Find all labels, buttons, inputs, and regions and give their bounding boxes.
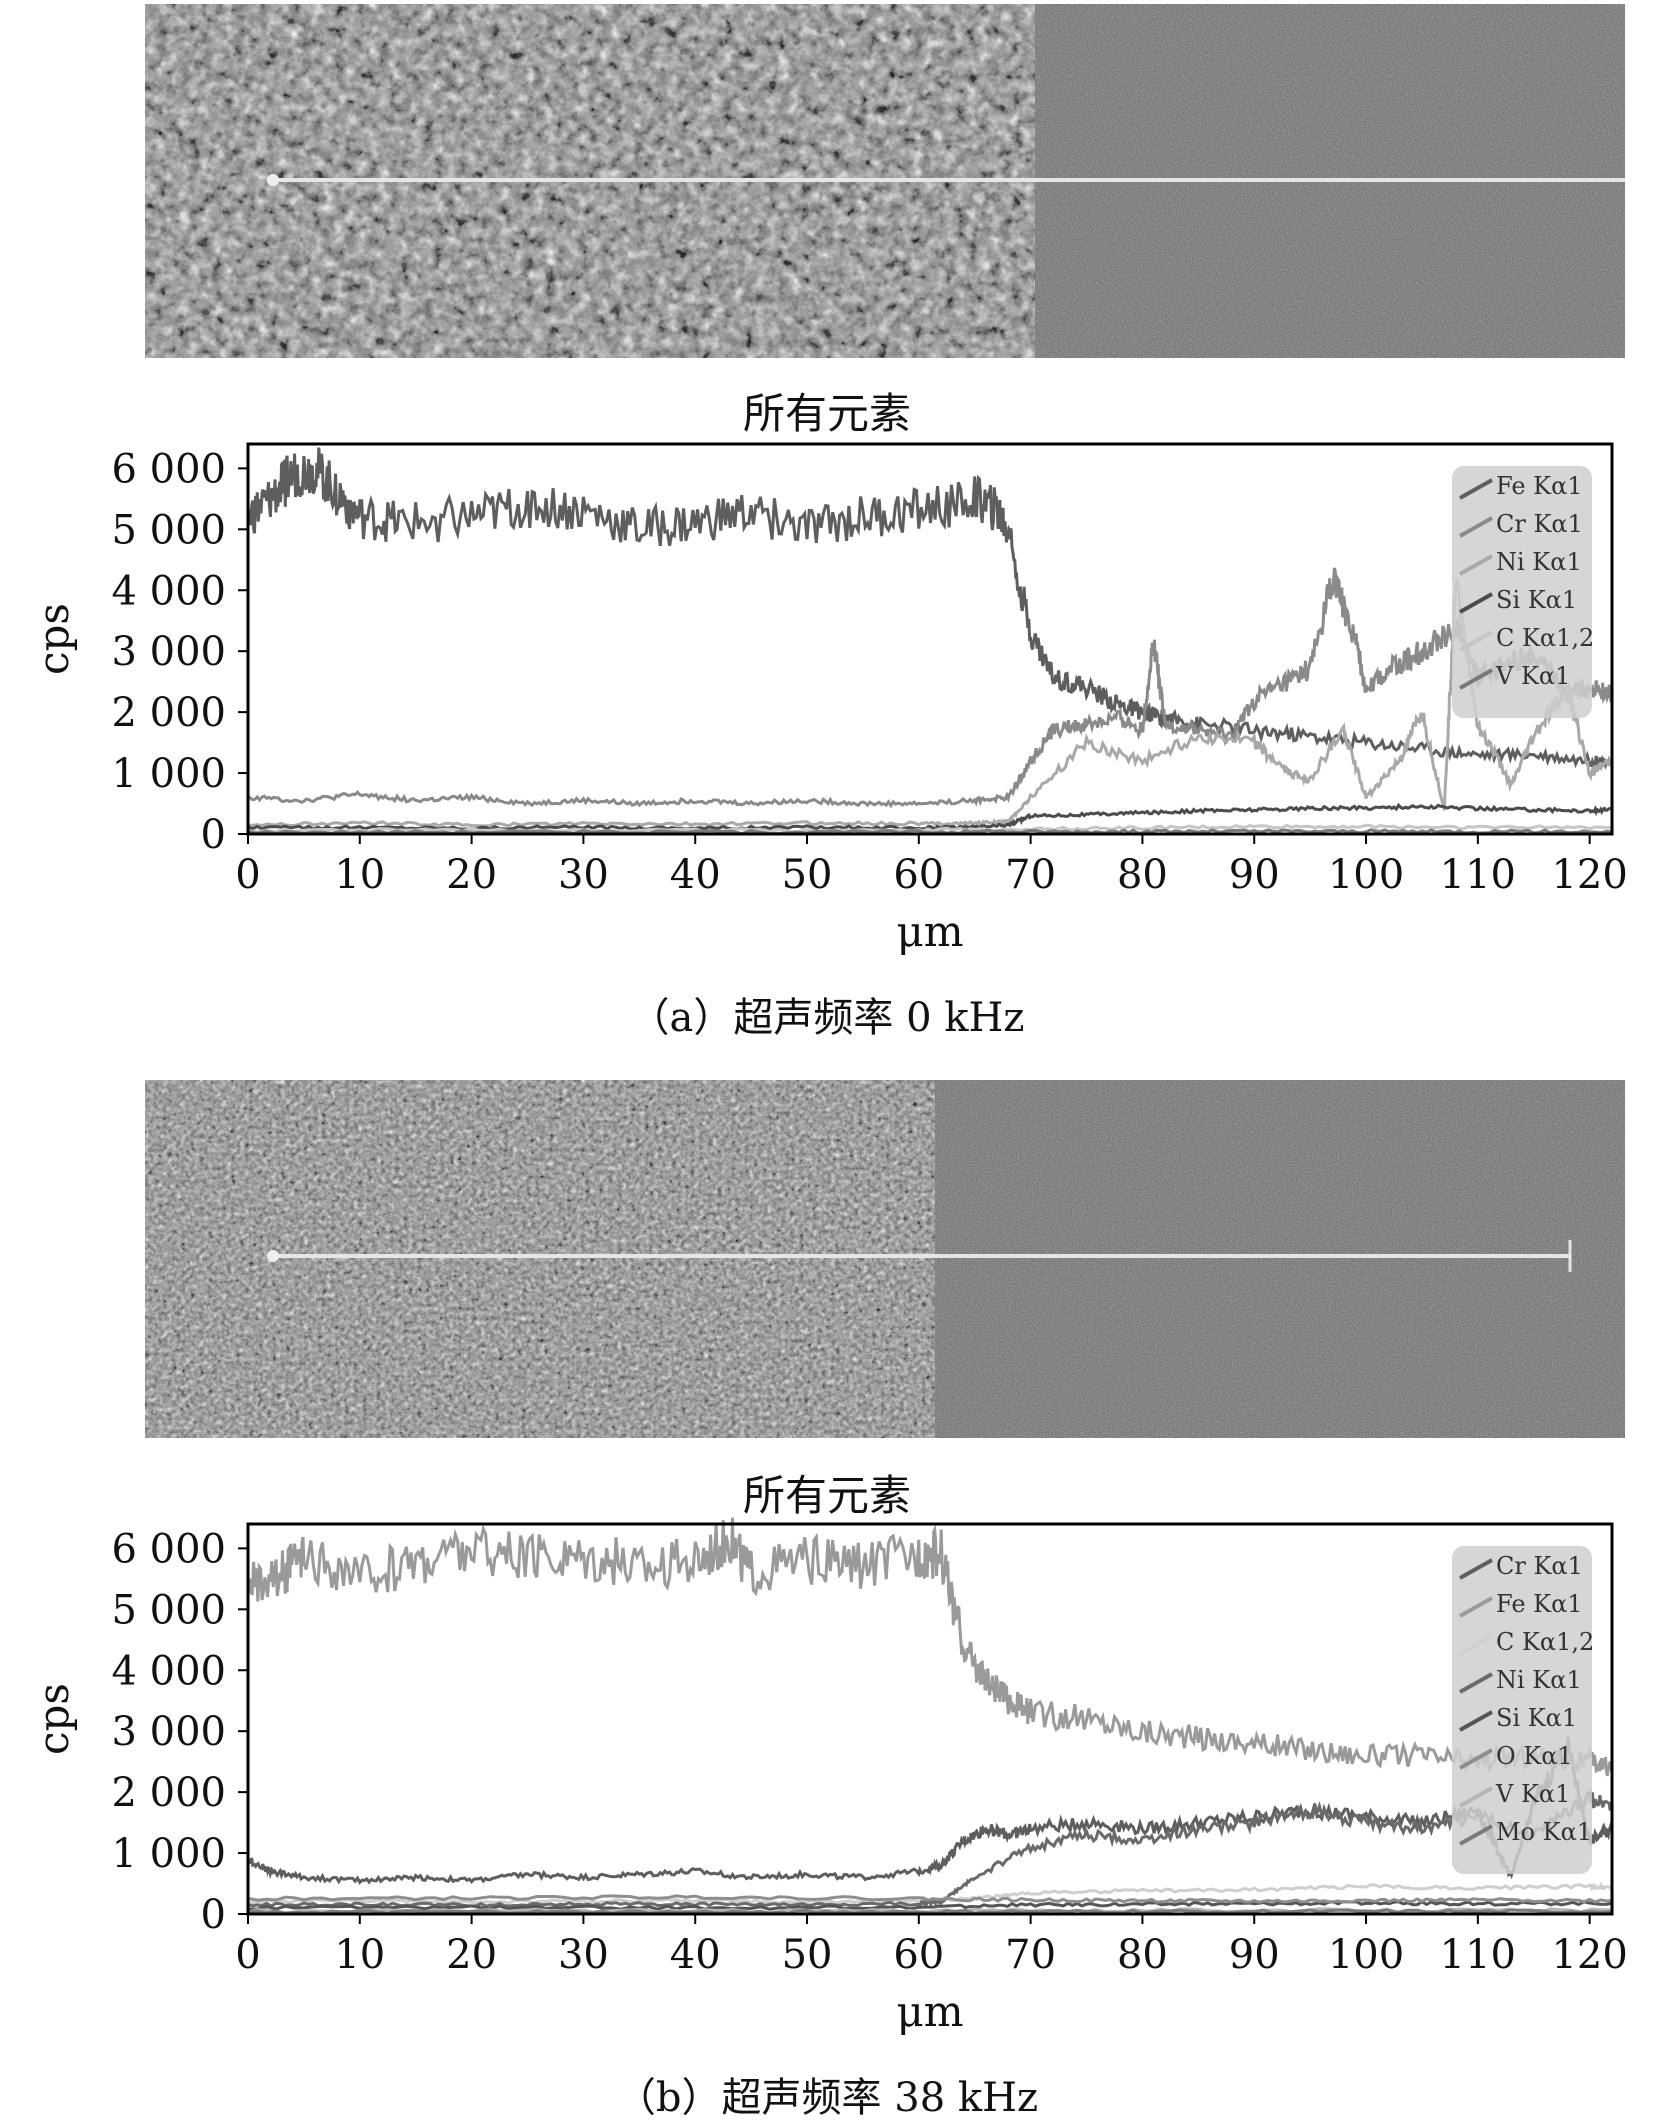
legend-label: Cr Kα1 <box>1496 510 1583 538</box>
series-line-fe-k-1 <box>246 447 1614 770</box>
y-tick-label: 0 <box>201 812 226 858</box>
x-tick-label: 90 <box>1229 1932 1280 1978</box>
legend-swatch <box>1459 1634 1493 1656</box>
line-chart-b: 0 10 20 30 40 50 60 70 80 90 100 110 120 0 1 000 2 000 3… <box>29 1517 1628 2036</box>
x-tick-label: 10 <box>334 852 385 898</box>
series-line-mo-k-1 <box>247 1908 1613 1916</box>
plot-frame <box>246 1522 1614 1916</box>
y-tick-label: 6 000 <box>111 446 226 492</box>
legend-swatch <box>1459 516 1493 538</box>
x-tick-label: 120 <box>1551 852 1627 898</box>
line-chart-a: 0 10 20 30 40 50 60 70 80 90 100 110 120 0 1 000 2 000 3… <box>29 442 1628 956</box>
legend-swatch <box>1459 1710 1493 1732</box>
legend-swatch <box>1459 630 1493 652</box>
sem-micrograph-a <box>145 4 1625 358</box>
x-tick-label: 10 <box>334 1932 385 1978</box>
x-axis-label: μm <box>896 907 963 956</box>
y-tick-label: 0 <box>201 1892 226 1938</box>
x-tick-label: 20 <box>446 1932 497 1978</box>
chart-title-b: 所有元素 <box>742 1471 911 1520</box>
y-tick-label: 4 000 <box>111 568 226 614</box>
x-tick-label: 110 <box>1440 1932 1516 1978</box>
legend-swatch <box>1459 1558 1493 1580</box>
legend-swatch <box>1459 1824 1493 1846</box>
legend-swatch <box>1459 592 1493 614</box>
x-tick-label: 80 <box>1117 1932 1168 1978</box>
legend-swatch <box>1459 1786 1493 1808</box>
legend-label: V Kα1 <box>1495 1780 1570 1808</box>
y-tick-label: 6 000 <box>111 1526 226 1572</box>
legend-swatch <box>1459 554 1493 576</box>
x-tick-label: 90 <box>1229 852 1280 898</box>
panel-a: 所有元素 0 10 20 30 40 50 60 70 80 90 100 110 120 0 1 000 2… <box>29 4 1628 1041</box>
sem-image-a <box>145 4 1625 358</box>
x-tick-label: 0 <box>235 1932 260 1978</box>
x-tick-label: 120 <box>1551 1932 1627 1978</box>
y-axis-label: cps <box>29 1683 78 1755</box>
legend-label: Cr Kα1 <box>1496 1552 1583 1580</box>
series-line-ni-k-1 <box>247 578 1614 828</box>
x-tick-label: 30 <box>558 852 609 898</box>
legend-label: Mo Kα1 <box>1496 1818 1592 1846</box>
y-axis-label: cps <box>29 603 78 675</box>
x-tick-label: 60 <box>893 1932 944 1978</box>
x-axis-label: μm <box>896 1987 963 2036</box>
x-tick-label: 80 <box>1117 852 1168 898</box>
legend-swatch <box>1459 1748 1493 1770</box>
panel-b: 所有元素 0 10 20 30 40 50 60 70 80 90 100 110 120 0 1 000 2… <box>0 1080 1654 2126</box>
x-tick-label: 70 <box>1005 1932 1056 1978</box>
caption-a: （a）超声频率 0 kHz <box>629 995 1025 1041</box>
legend-label: Fe Kα1 <box>1496 1590 1583 1618</box>
y-tick-label: 1 000 <box>111 1831 226 1877</box>
legend-label: Ni Kα1 <box>1496 1666 1582 1694</box>
legend-swatch <box>1459 478 1493 500</box>
y-tick-label: 2 000 <box>111 1770 226 1816</box>
x-tick-label: 70 <box>1005 852 1056 898</box>
caption-b: （b）超声频率 38 kHz <box>615 2075 1039 2121</box>
y-tick-label: 3 000 <box>111 629 226 675</box>
sem-micrograph-b <box>145 1080 1625 1438</box>
legend-label: Si Kα1 <box>1496 1704 1577 1732</box>
legend-label: Fe Kα1 <box>1496 472 1583 500</box>
x-tick-label: 100 <box>1328 1932 1404 1978</box>
scan-start-marker-b <box>267 1250 279 1262</box>
series-line-si-k-1 <box>247 802 1614 831</box>
legend-label: Ni Kα1 <box>1496 548 1582 576</box>
legend-box <box>1452 466 1592 718</box>
x-tick-label: 30 <box>558 1932 609 1978</box>
x-tick-label: 0 <box>235 852 260 898</box>
series-line-o-k-1 <box>247 1894 1613 1904</box>
x-tick-label: 110 <box>1440 852 1516 898</box>
legend-label: O Kα1 <box>1496 1742 1573 1770</box>
legend-swatch <box>1459 1596 1493 1618</box>
y-tick-label: 4 000 <box>111 1648 226 1694</box>
x-tick-label: 20 <box>446 852 497 898</box>
legend-label: V Kα1 <box>1495 662 1570 690</box>
y-tick-label: 3 000 <box>111 1709 226 1755</box>
legend-swatch <box>1459 1672 1493 1694</box>
y-tick-label: 5 000 <box>111 507 226 553</box>
plot-frame <box>246 442 1614 836</box>
x-tick-label: 100 <box>1328 852 1404 898</box>
chart-title-a: 所有元素 <box>742 389 911 438</box>
series-line-fe-k-1 <box>246 1517 1614 1777</box>
y-tick-label: 2 000 <box>111 690 226 736</box>
y-tick-label: 1 000 <box>111 751 226 797</box>
y-tick-label: 5 000 <box>111 1587 226 1633</box>
x-tick-label: 40 <box>670 852 721 898</box>
sem-image-b <box>145 1080 1625 1438</box>
x-tick-label: 50 <box>782 852 833 898</box>
x-tick-label: 40 <box>670 1932 721 1978</box>
x-tick-label: 50 <box>782 1932 833 1978</box>
x-tick-label: 60 <box>893 852 944 898</box>
series-line-v-k-1 <box>247 828 1613 836</box>
series-line-cr-k-1 <box>246 567 1614 809</box>
scan-start-marker-a <box>267 174 279 186</box>
legend-label: Si Kα1 <box>1496 586 1577 614</box>
legend-swatch <box>1459 668 1493 690</box>
legend-label: C Kα1,2 <box>1496 1628 1594 1656</box>
legend-label: C Kα1,2 <box>1496 624 1594 652</box>
